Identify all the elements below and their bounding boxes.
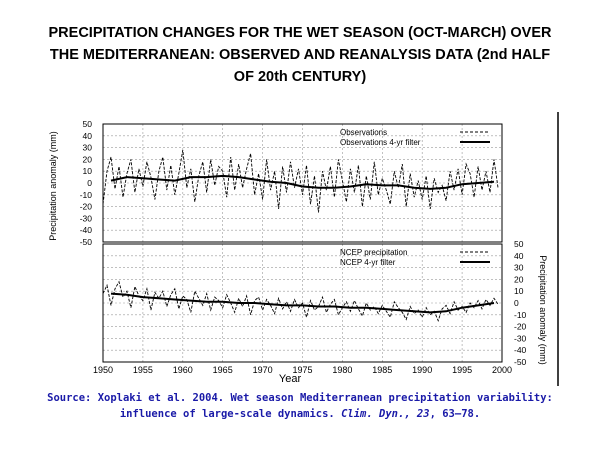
y-axis-label-left: Precipitation anomaly (mm) xyxy=(48,131,58,241)
series-line-filtered xyxy=(110,174,495,190)
figure-background xyxy=(40,112,562,386)
precipitation-chart: -50-40-30-20-1001020304050ObservationsOb… xyxy=(40,112,562,386)
y-tick-label: 0 xyxy=(514,298,519,308)
x-tick-label: 1980 xyxy=(332,365,352,375)
y-tick-label: 20 xyxy=(514,274,524,284)
y-tick-label: 10 xyxy=(83,166,93,176)
y-tick-label: -50 xyxy=(514,357,527,367)
y-tick-label: -30 xyxy=(514,333,527,343)
y-tick-label: 50 xyxy=(514,239,524,249)
source-citation-line-2: influence of large-scale dynamics. Clim.… xyxy=(40,406,560,422)
y-tick-label: -40 xyxy=(514,345,527,355)
x-tick-label: 1990 xyxy=(412,365,432,375)
legend-label: NCEP precipitation xyxy=(340,248,407,257)
y-tick-label: 40 xyxy=(83,131,93,141)
y-axis-labels: Precipitation anomaly (mm) Precipitation… xyxy=(48,131,548,385)
y-tick-label: -20 xyxy=(80,202,93,212)
x-tick-label: 1985 xyxy=(372,365,392,375)
y-tick-label: 0 xyxy=(87,178,92,188)
source-citation-line-1: Source: Xoplaki et al. 2004. Wet season … xyxy=(47,392,553,404)
x-tick-label: 1965 xyxy=(213,365,233,375)
series-line-raw xyxy=(102,149,499,213)
panel-frame xyxy=(102,243,503,363)
panel-frame xyxy=(102,123,503,243)
x-tick-label: 1955 xyxy=(133,365,153,375)
y-tick-label: -20 xyxy=(514,322,527,332)
precipitation-figure: -50 -40 -30 -20 -10 0 10 20 30 40 50 Observations Ob… xyxy=(40,112,562,386)
x-tick-label: 1975 xyxy=(292,365,312,375)
x-tick-label: 1970 xyxy=(253,365,273,375)
y-tick-label: -40 xyxy=(80,225,93,235)
slide-title: PRECIPITATION CHANGES FOR THE WET SEASON… xyxy=(20,22,580,88)
x-tick-label: 1950 xyxy=(93,365,113,375)
y-tick-label: 30 xyxy=(83,143,93,153)
citation-journal: Clim. Dyn., 23 xyxy=(341,408,430,420)
x-axis-label: Year xyxy=(279,373,302,385)
y-tick-label: -10 xyxy=(514,310,527,320)
panel-observations: -50-40-30-20-1001020304050ObservationsOb… xyxy=(80,119,503,247)
x-tick-label: 1960 xyxy=(173,365,193,375)
y-tick-label: 40 xyxy=(514,251,524,261)
y-tick-label: 30 xyxy=(514,263,524,273)
slide-title-line: PRECIPITATION CHANGES FOR THE WET SEASON… xyxy=(48,25,552,41)
x-tick-label: 1995 xyxy=(452,365,472,375)
y-tick-label: 10 xyxy=(514,286,524,296)
citation-title-end: influence of large-scale dynamics. xyxy=(119,408,342,420)
legend-label: Observations xyxy=(340,128,387,137)
y-tick-label: -50 xyxy=(80,237,93,247)
source-caption: Source: Xoplaki et al. 2004. Wet season … xyxy=(40,390,560,422)
legend-label: Observations 4-yr filter xyxy=(340,138,421,147)
y-axis-label-right: Precipitation anomaly (mm) xyxy=(538,255,548,365)
y-tick-label: 50 xyxy=(83,119,93,129)
series-line-filtered xyxy=(110,292,495,314)
slide-title-line: OF 20th CENTURY) xyxy=(233,69,367,85)
citation-pages: , 63–78. xyxy=(429,408,481,420)
x-axis: 1950 1955 1960 1965 1970 1975 1980 1985 1990 1995… xyxy=(93,365,512,375)
y-tick-label: -10 xyxy=(80,190,93,200)
slide-title-line: THE MEDITERRANEAN: OBSERVED AND REANALYS… xyxy=(49,47,551,63)
x-tick-label: 2000 xyxy=(492,365,512,375)
y-tick-label: 20 xyxy=(83,154,93,164)
y-tick-label: -30 xyxy=(80,213,93,223)
legend-label: NCEP 4-yr filter xyxy=(340,258,396,267)
